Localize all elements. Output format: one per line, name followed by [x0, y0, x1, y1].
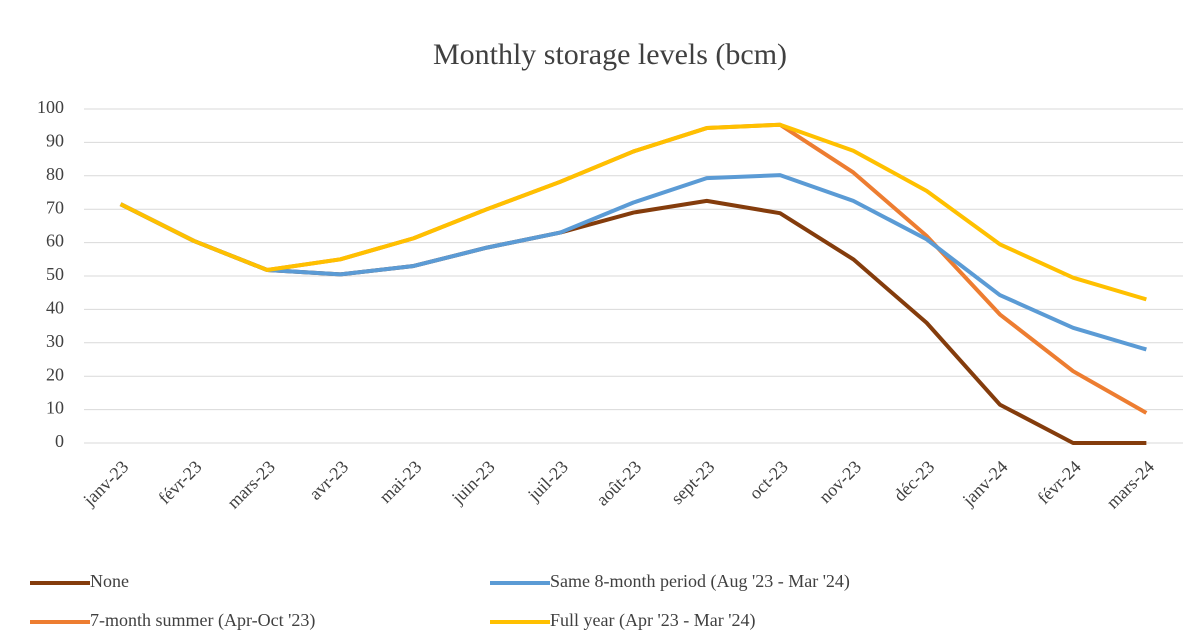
- x-tick-label: juil-23: [523, 457, 572, 506]
- x-tick-label: janv-24: [958, 457, 1012, 511]
- x-tick-label: avr-23: [305, 457, 352, 504]
- y-tick-label: 80: [46, 164, 64, 184]
- x-tick-label: févr-23: [154, 457, 205, 508]
- y-tick-label: 90: [46, 131, 64, 151]
- y-tick-label: 40: [46, 298, 64, 318]
- series-line: [119, 122, 1147, 302]
- x-tick-label: juin-23: [447, 457, 499, 509]
- x-tick-label: nov-23: [815, 457, 865, 507]
- x-tick-label: févr-24: [1033, 457, 1084, 508]
- x-tick-label: août-23: [592, 457, 645, 510]
- y-tick-label: 0: [55, 431, 64, 451]
- y-tick-label: 70: [46, 197, 64, 217]
- x-tick-label: oct-23: [745, 457, 792, 504]
- y-tick-label: 50: [46, 264, 64, 284]
- x-tick-label: déc-23: [890, 457, 939, 506]
- legend-label: 7-month summer (Apr-Oct '23): [90, 610, 315, 631]
- y-tick-label: 60: [46, 231, 64, 251]
- x-tick-label: mai-23: [375, 457, 425, 507]
- x-tick-label: sept-23: [667, 457, 719, 509]
- chart-title: Monthly storage levels (bcm): [433, 38, 787, 71]
- y-tick-label: 30: [46, 331, 64, 351]
- legend-label: None: [90, 571, 129, 591]
- legend-label: Full year (Apr '23 - Mar '24): [550, 610, 755, 631]
- series-line: [119, 173, 1147, 352]
- x-tick-label: mars-23: [223, 457, 279, 513]
- x-tick-label: janv-23: [79, 457, 133, 511]
- y-tick-label: 100: [37, 97, 64, 117]
- x-tick-label: mars-24: [1102, 457, 1158, 513]
- legend-label: Same 8-month period (Aug '23 - Mar '24): [550, 571, 850, 592]
- y-tick-label: 10: [46, 398, 64, 418]
- y-tick-label: 20: [46, 364, 64, 384]
